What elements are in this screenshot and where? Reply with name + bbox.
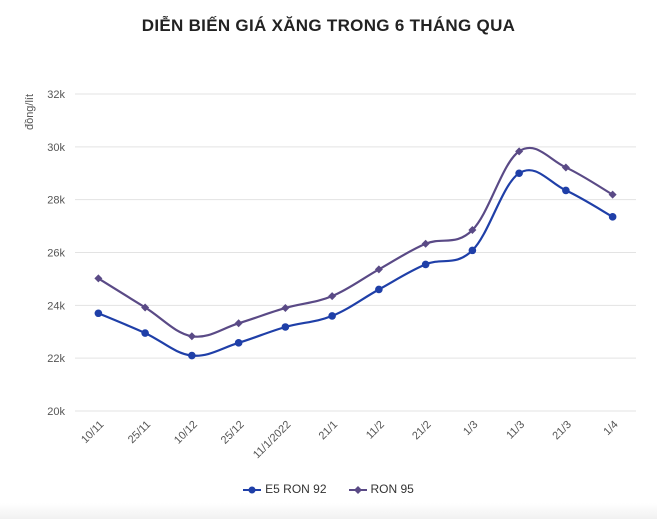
data-point[interactable]	[374, 265, 383, 274]
x-tick-label: 21/2	[410, 419, 434, 443]
data-point[interactable]	[281, 303, 290, 312]
data-point[interactable]	[328, 312, 336, 320]
data-point[interactable]	[328, 292, 337, 301]
y-tick-label: 28k	[47, 195, 65, 207]
x-tick-label: 11/1/2022	[251, 419, 294, 462]
data-point[interactable]	[515, 169, 523, 178]
grid-lines	[75, 93, 636, 412]
data-point[interactable]	[94, 309, 103, 318]
y-tick-label: 30k	[47, 142, 65, 154]
series-e5-ron92	[94, 169, 617, 360]
data-point[interactable]	[94, 274, 103, 283]
data-point[interactable]	[421, 260, 430, 269]
data-point[interactable]	[562, 186, 570, 195]
x-tick-label: 25/12	[219, 419, 247, 447]
legend-item-ron95[interactable]: RON 95	[348, 482, 414, 496]
bottom-shade	[0, 503, 657, 519]
x-tick-label: 11/3	[504, 419, 527, 442]
y-axis-label: đồng/lít	[24, 94, 36, 130]
series-group	[94, 146, 617, 360]
data-point[interactable]	[188, 351, 196, 360]
legend-item-e5[interactable]: E5 RON 92	[243, 482, 327, 496]
data-point[interactable]	[234, 339, 243, 347]
chart-title: DIỄN BIẾN GIÁ XĂNG TRONG 6 THÁNG QUA	[141, 16, 516, 35]
data-point[interactable]	[421, 239, 430, 248]
series-line	[97, 169, 614, 357]
x-tick-label: 25/11	[126, 419, 153, 446]
data-point[interactable]	[281, 323, 290, 331]
legend-label-ron95: RON 95	[370, 482, 414, 496]
data-point[interactable]	[468, 246, 477, 255]
data-point[interactable]	[561, 163, 570, 172]
series-ron95	[94, 146, 617, 341]
y-tick-label: 32k	[47, 89, 65, 101]
y-tick-label: 24k	[47, 300, 65, 312]
x-axis-ticks: 10/11 25/11 10/12 25/12 11/1/2022 21/1 11/2 21/…	[79, 419, 621, 462]
data-point[interactable]	[141, 329, 149, 337]
data-point[interactable]	[608, 190, 617, 199]
legend-label-e5: E5 RON 92	[265, 482, 327, 496]
x-tick-label: 11/2	[364, 419, 387, 442]
data-point[interactable]	[515, 147, 524, 156]
y-axis-ticks: 20k 22k 24k 26k 28k 30k 32k	[47, 89, 65, 418]
data-point[interactable]	[375, 285, 383, 294]
x-tick-label: 10/12	[172, 419, 200, 447]
x-tick-label: 1/4	[601, 419, 620, 438]
data-point[interactable]	[608, 213, 617, 221]
y-tick-label: 20k	[47, 406, 65, 418]
legend-circle-icon	[243, 484, 262, 494]
data-point[interactable]	[187, 332, 196, 341]
series-line	[97, 146, 614, 338]
data-point[interactable]	[468, 226, 477, 235]
x-tick-label: 21/1	[317, 419, 341, 443]
y-tick-label: 26k	[47, 248, 65, 260]
y-tick-label: 22k	[47, 353, 65, 365]
legend: E5 RON 92 RON 95	[0, 482, 657, 496]
legend-diamond-icon	[348, 484, 367, 494]
x-tick-label: 21/3	[550, 419, 574, 443]
data-point[interactable]	[141, 303, 150, 312]
data-point[interactable]	[234, 319, 243, 328]
x-tick-label: 1/3	[461, 419, 480, 438]
x-tick-label: 10/11	[79, 419, 106, 446]
